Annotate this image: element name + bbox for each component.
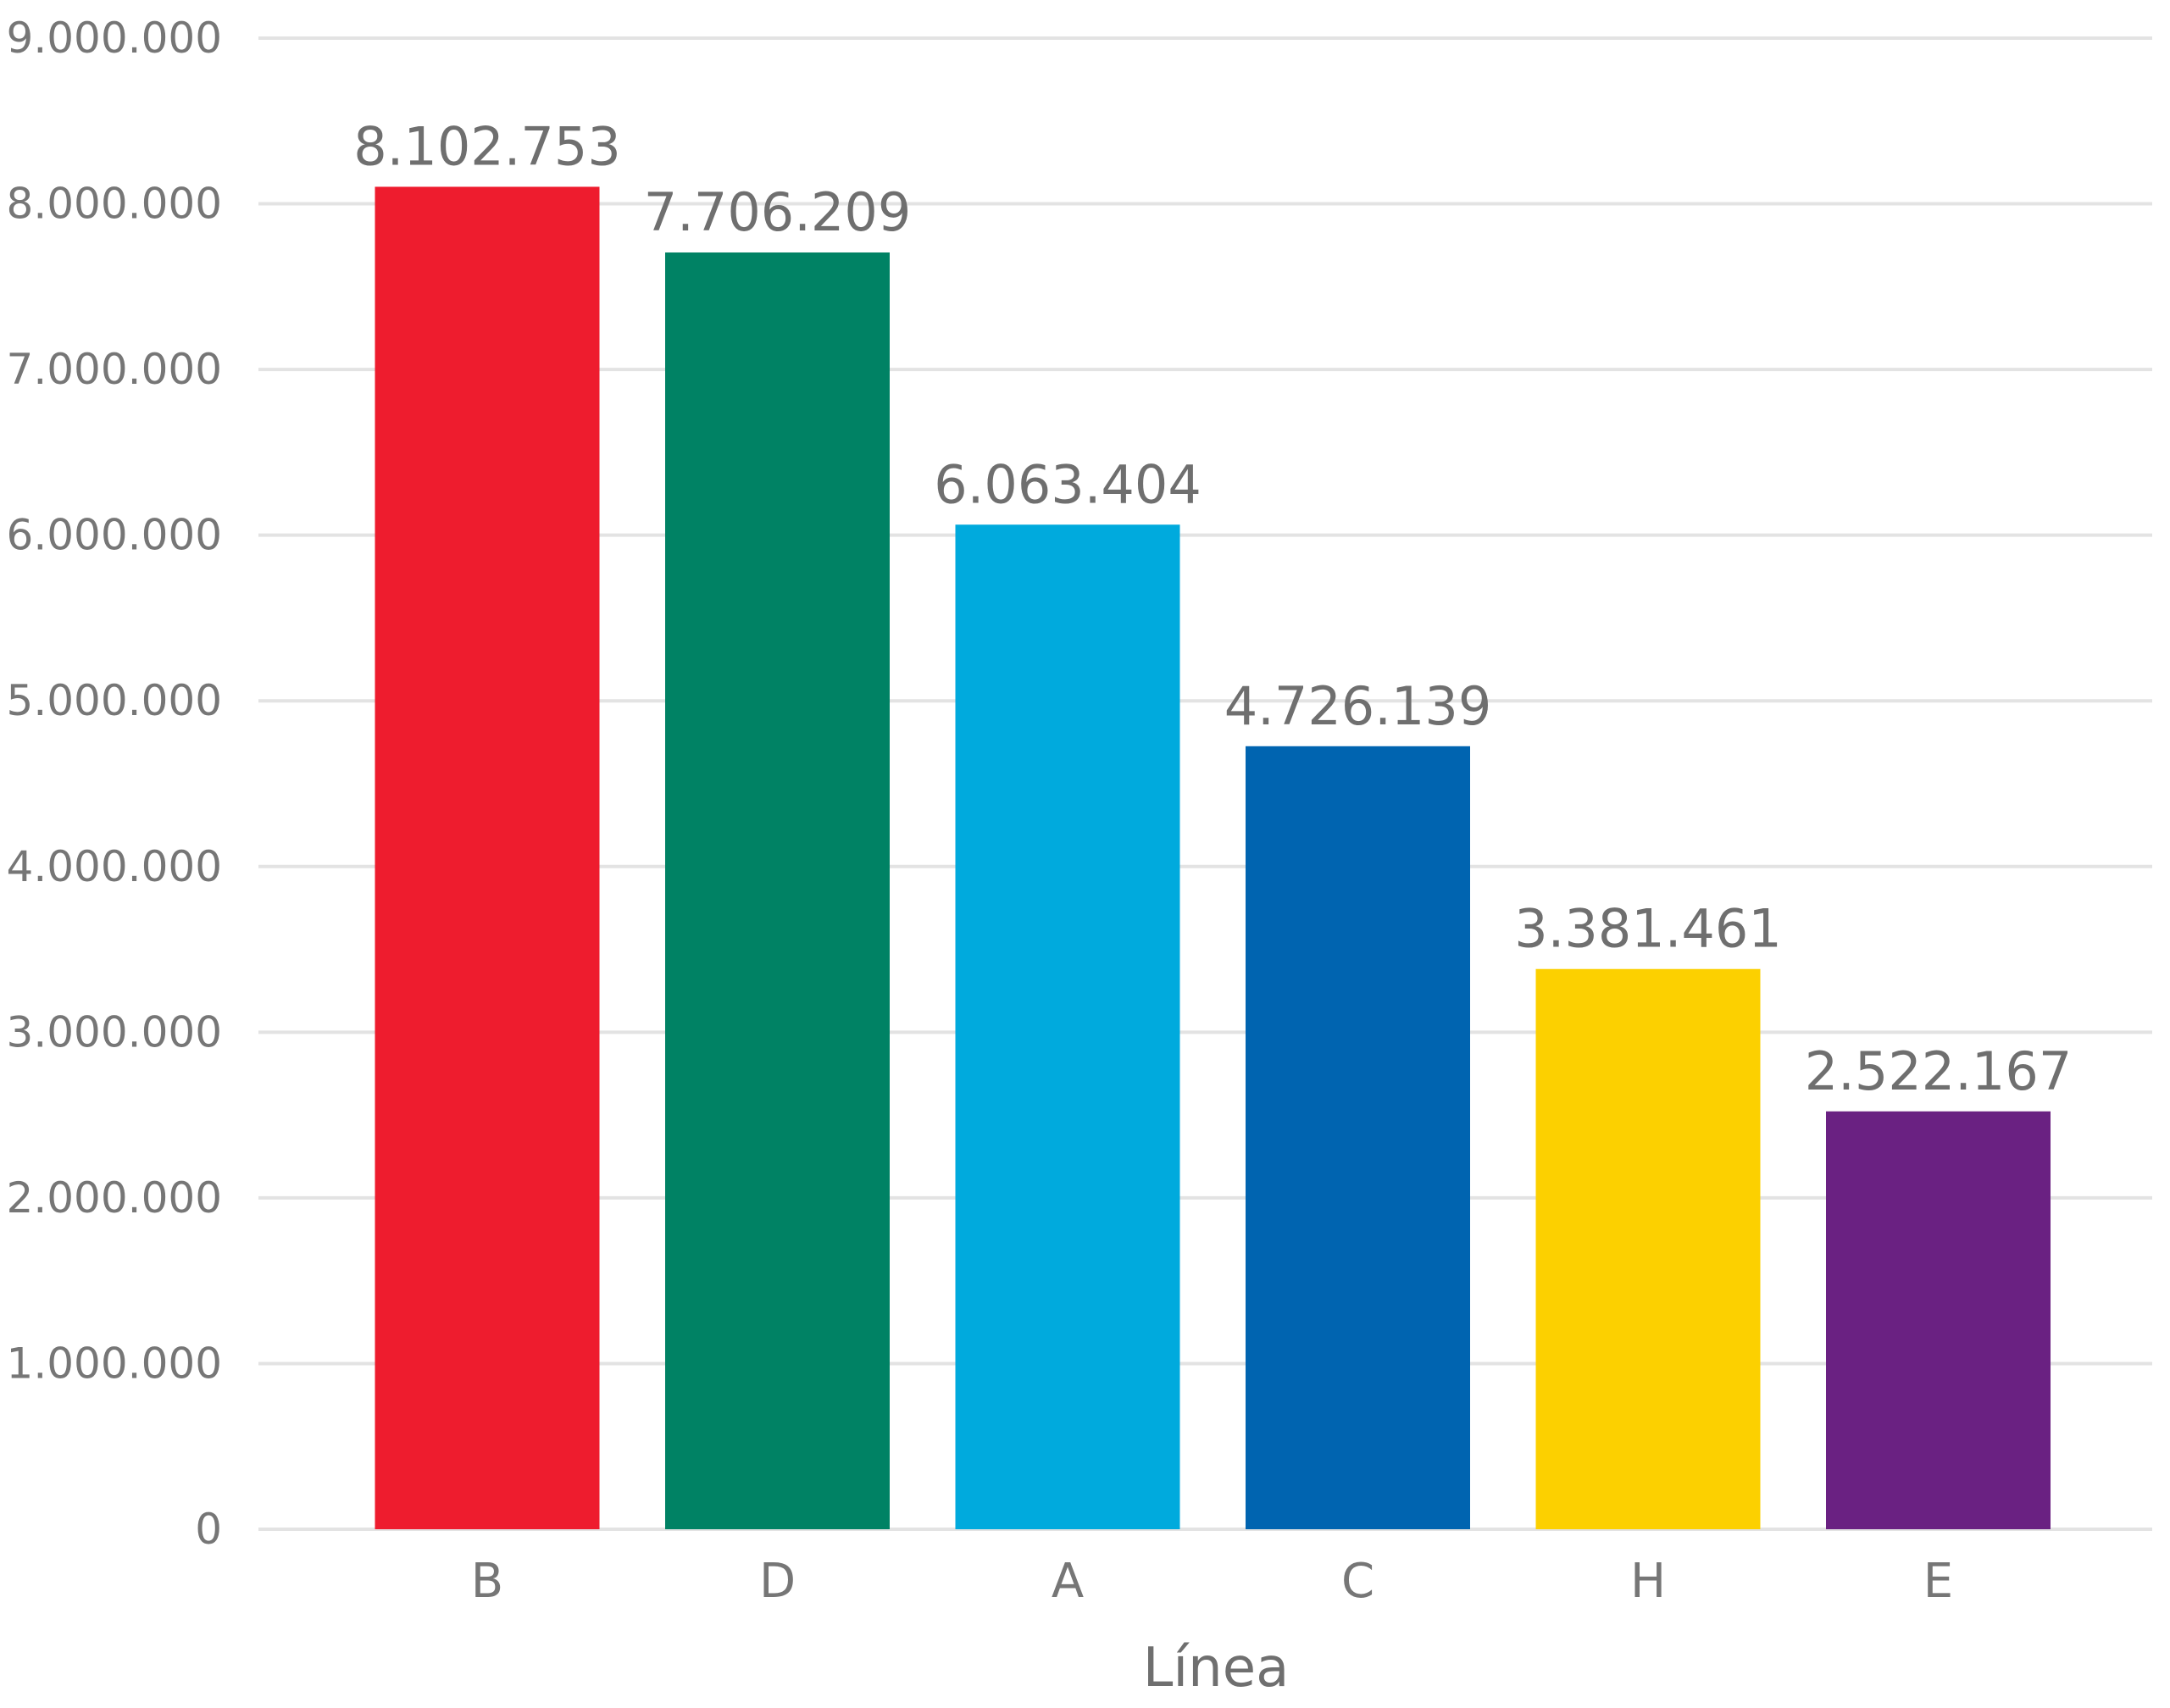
y-tick-label: 6.000.000 [7, 511, 222, 560]
bars [375, 186, 2051, 1530]
bar-e [1826, 1111, 2051, 1529]
y-axis-ticks: 0 1.000.000 2.000.000 3.000.000 4.000.000 5.0… [7, 14, 222, 1554]
data-label-d: 7.706.209 [644, 181, 912, 243]
bar-h [1535, 968, 1761, 1529]
y-tick-label: 1.000.000 [7, 1339, 222, 1388]
x-tick-label-c: C [1341, 1554, 1374, 1609]
data-label-e: 2.522.167 [1805, 1040, 2073, 1102]
y-tick-label: 9.000.000 [7, 14, 222, 63]
y-tick-label: 5.000.000 [7, 676, 222, 725]
x-tick-label-h: H [1630, 1554, 1666, 1609]
y-tick-label: 4.000.000 [7, 842, 222, 891]
x-axis-title: Línea [1143, 1637, 1290, 1700]
data-label-c: 4.726.139 [1224, 675, 1492, 737]
bar-d [665, 252, 890, 1529]
x-tick-label-e: E [1923, 1554, 1953, 1609]
data-label-b: 8.102.753 [353, 115, 621, 177]
bar-b [375, 186, 600, 1529]
x-tick-label-d: D [759, 1554, 796, 1609]
data-labels: 8.102.753 7.706.209 6.063.404 4.726.139 3.38… [353, 115, 2072, 1101]
bar-a [955, 524, 1180, 1530]
x-tick-label-b: B [471, 1554, 503, 1609]
data-label-h: 3.381.461 [1514, 898, 1782, 960]
bar-c [1246, 746, 1470, 1529]
data-label-a: 6.063.404 [934, 453, 1202, 515]
y-tick-label: 0 [195, 1505, 222, 1554]
y-tick-label: 8.000.000 [7, 180, 222, 229]
y-tick-label: 3.000.000 [7, 1007, 222, 1056]
y-tick-label: 7.000.000 [7, 345, 222, 394]
y-tick-label: 2.000.000 [7, 1173, 222, 1223]
x-tick-label-a: A [1052, 1554, 1084, 1609]
